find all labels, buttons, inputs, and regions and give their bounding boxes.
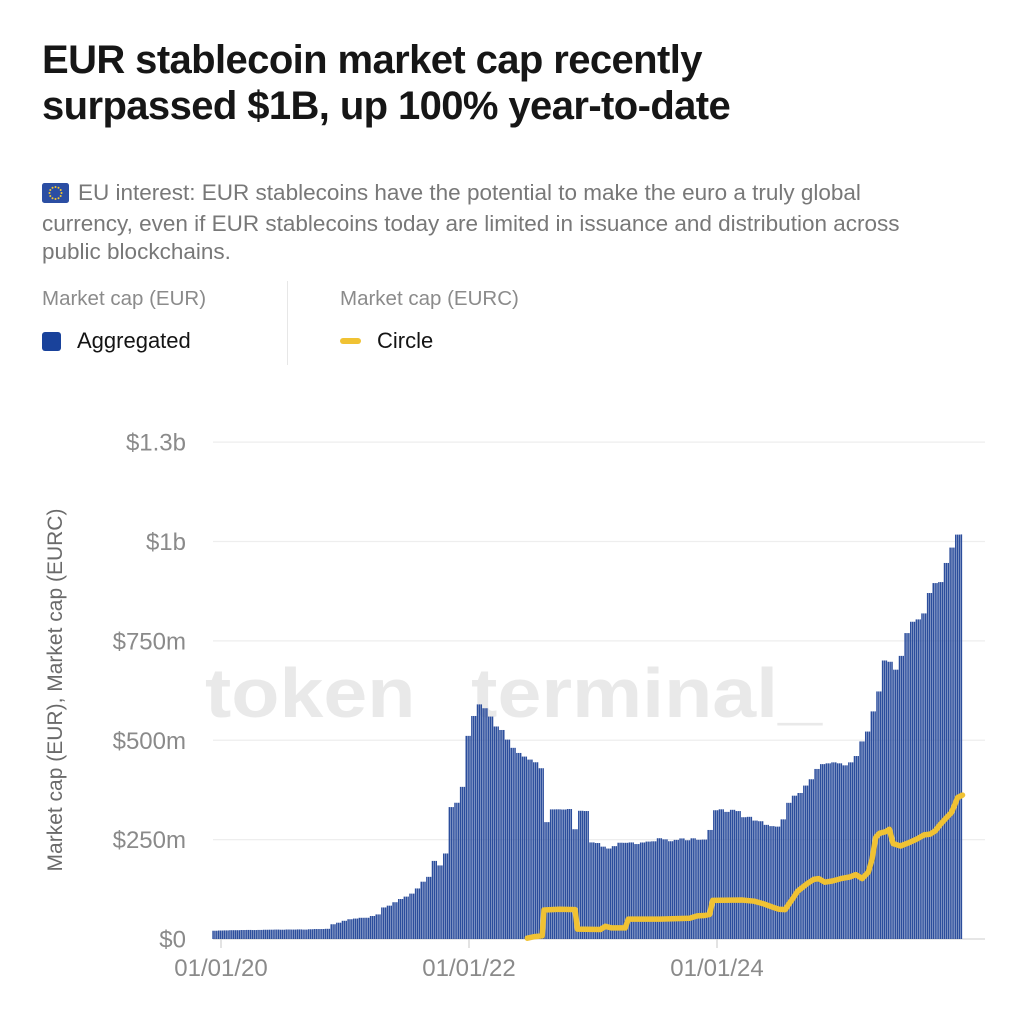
chart-legend: Market cap (EUR) Aggregated Market cap (… [42, 281, 519, 365]
legend-group-header: Market cap (EURC) [340, 287, 519, 310]
subtitle-text: EU interest: EUR stablecoins have the po… [42, 179, 900, 265]
legend-divider [287, 281, 288, 365]
legend-item-label: Circle [377, 328, 434, 353]
watermark: token terminal_ [205, 654, 823, 732]
legend-group-header: Market cap (EUR) [42, 287, 207, 310]
legend-group-market-cap-eurc: Market cap (EURC) Circle [340, 287, 519, 365]
bar-series-aggregated [212, 534, 963, 939]
circle-swatch-icon [340, 338, 361, 344]
svg-text:$1.3b: $1.3b [126, 430, 186, 457]
page-title-line-2: surpassed $1B, up 100% year-to-date [42, 83, 731, 128]
subtitle: EU interest: EUR stablecoins have the po… [42, 179, 944, 267]
legend-item-label: Aggregated [77, 328, 191, 353]
svg-text:$750m: $750m [113, 628, 186, 655]
aggregated-swatch-icon [42, 331, 61, 351]
svg-text:$250m: $250m [113, 827, 186, 854]
svg-text:$1b: $1b [146, 529, 186, 556]
line-series-circle [524, 792, 966, 941]
svg-text:$500m: $500m [113, 728, 186, 755]
svg-text:$0: $0 [159, 927, 186, 954]
page-title-line-1: EUR stablecoin market cap recently [42, 38, 702, 82]
svg-text:01/01/24: 01/01/24 [670, 955, 763, 982]
axis-labels: $0 $250m $500m $750m $1b $1.3b 01/01/20 01/01/2… [113, 430, 764, 982]
page-title: EUR stablecoin market cap recently surpa… [42, 38, 962, 129]
svg-text:01/01/22: 01/01/22 [422, 955, 515, 982]
y-axis-title: Market cap (EUR), Market cap (EURC) [44, 509, 67, 872]
svg-text:01/01/20: 01/01/20 [174, 955, 267, 982]
legend-group-market-cap-eur: Market cap (EUR) Aggregated [42, 287, 287, 365]
eu-flag-icon [42, 182, 69, 210]
legend-item-aggregated[interactable]: Aggregated [42, 328, 287, 354]
legend-item-circle[interactable]: Circle [340, 328, 519, 354]
